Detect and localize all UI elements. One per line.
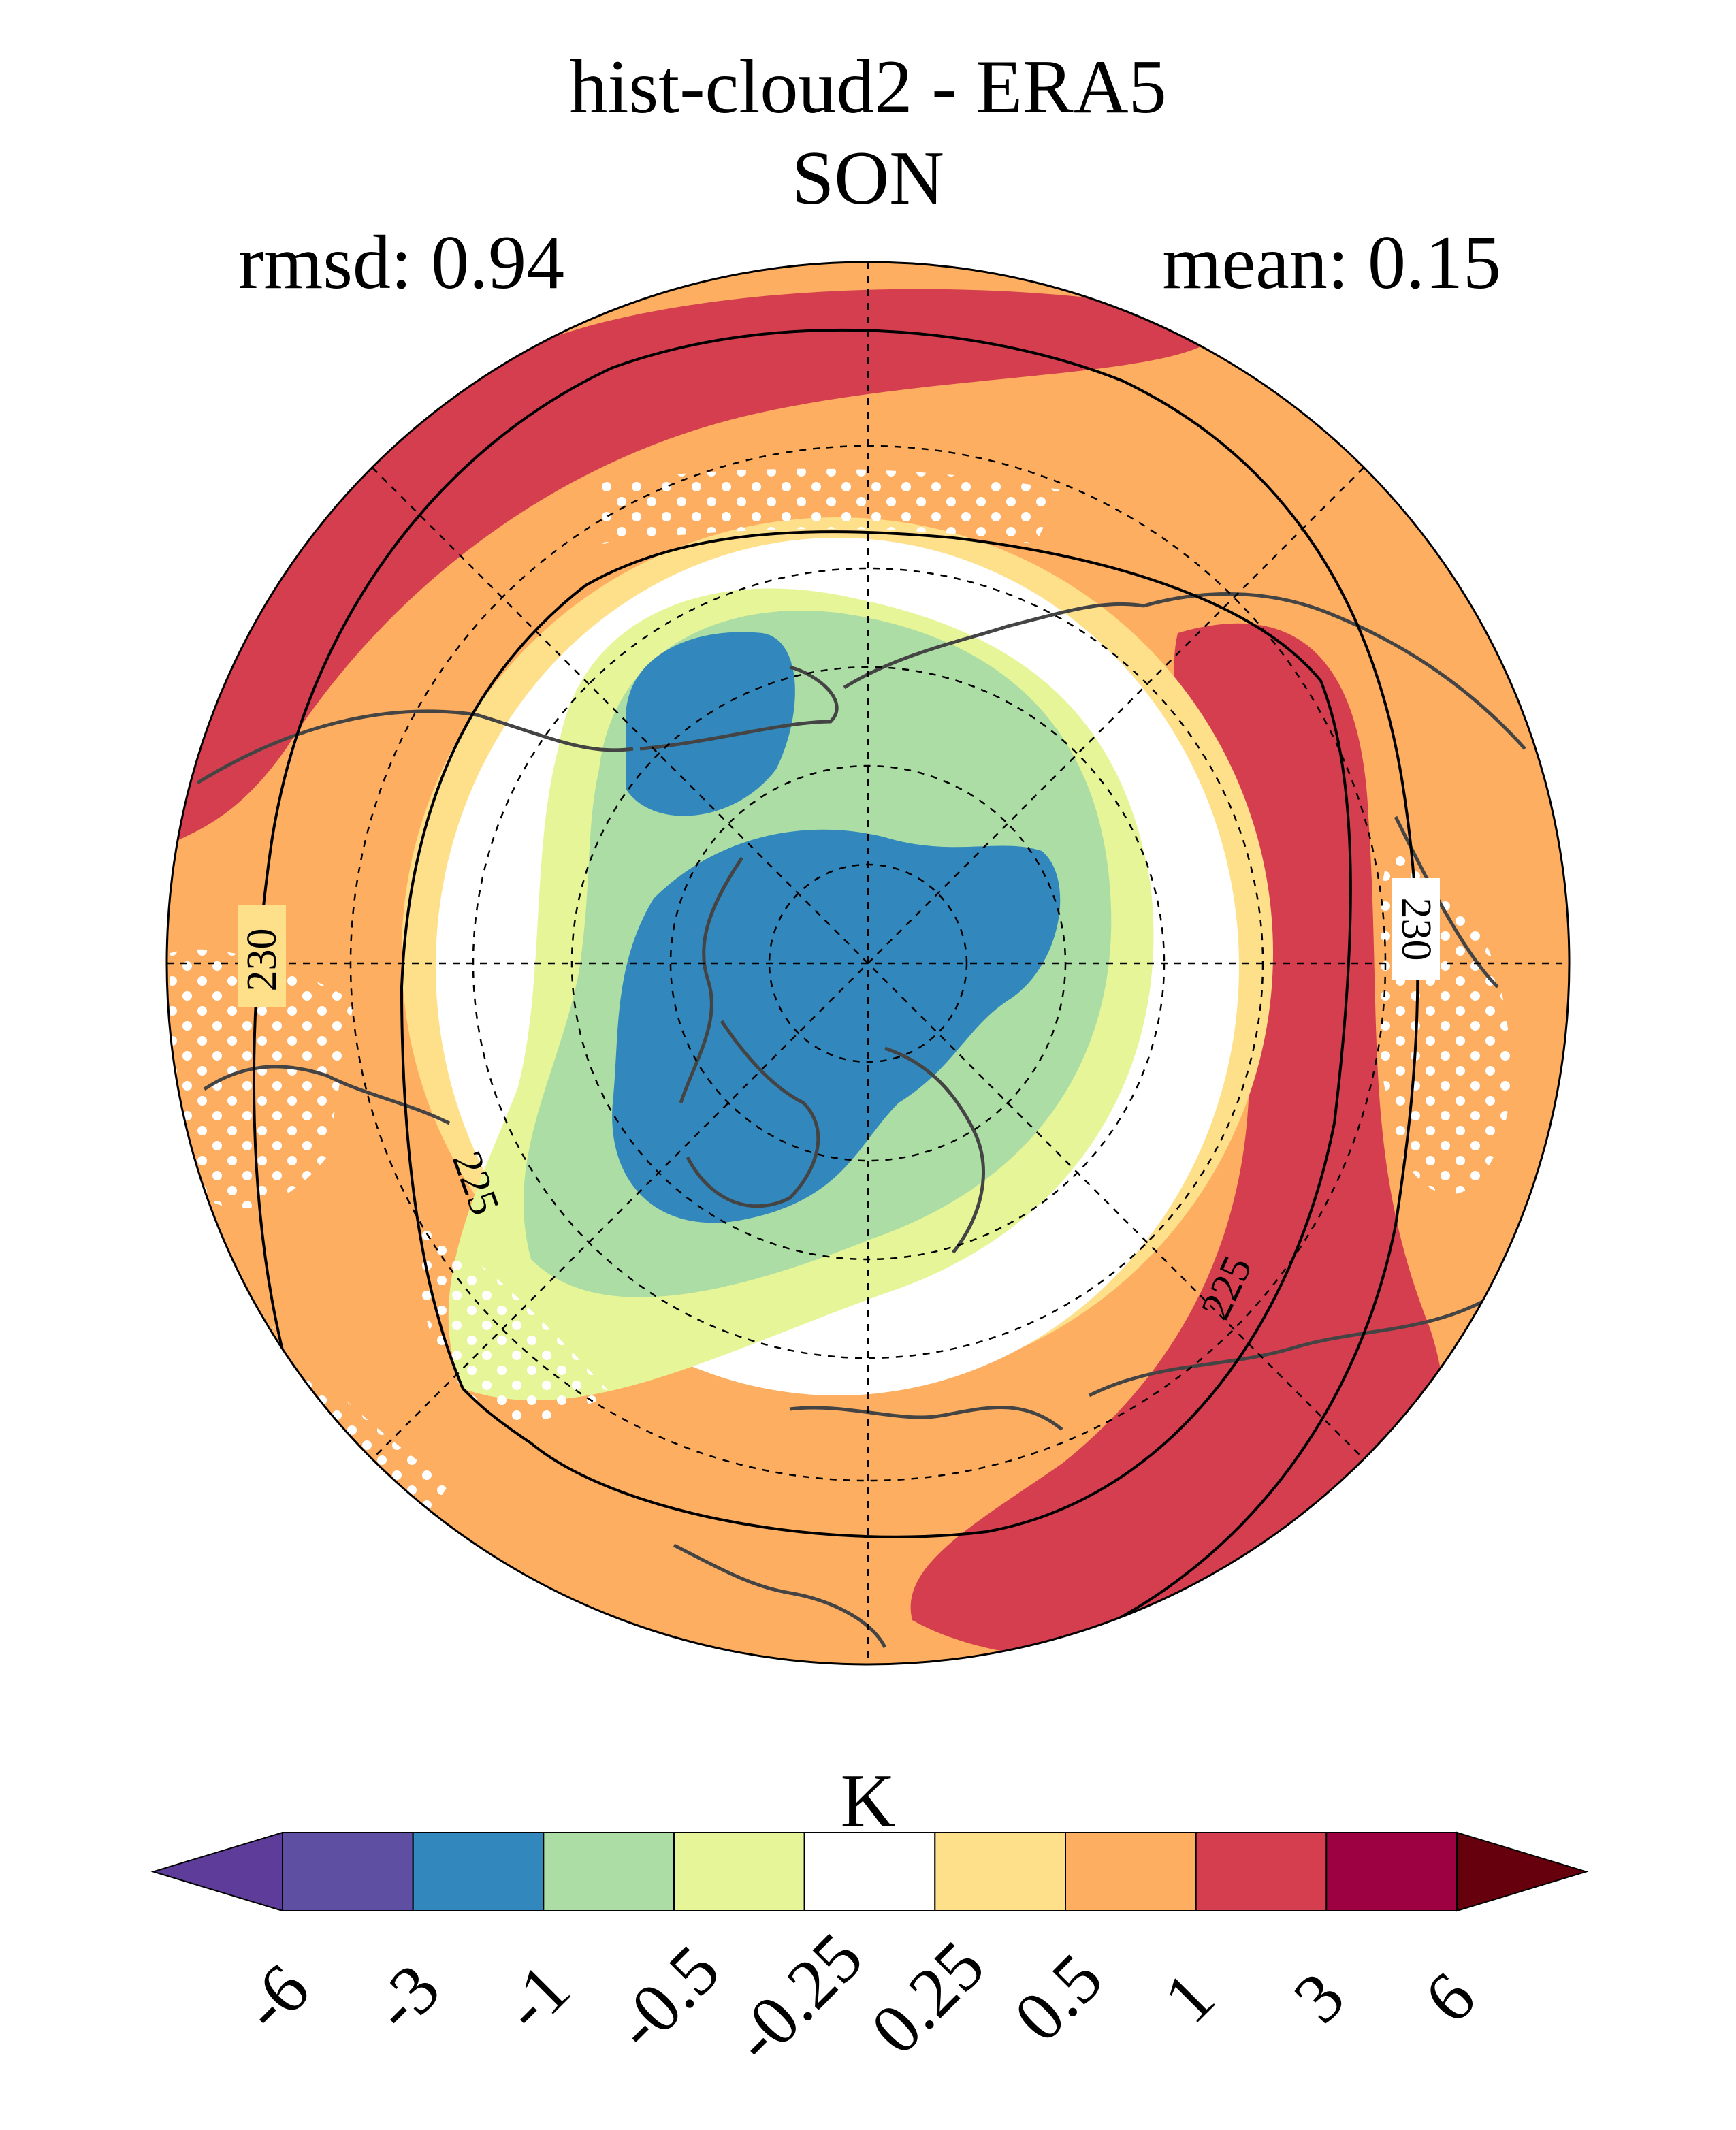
coastline-asia-south (1088, 1291, 1499, 1398)
significance-stipple (419, 1225, 613, 1430)
field-warm-band-east (910, 623, 1446, 1660)
contour-label-230-west: 230 (239, 929, 285, 992)
anomaly-field: 230 230 225 225 (167, 262, 1569, 1664)
figure-title: hist-cloud2 - ERA5 (569, 45, 1167, 129)
coastline-arctic (639, 665, 839, 751)
graticule (167, 262, 1569, 1664)
rmsd-label: rmsd: 0.94 (238, 221, 565, 305)
contour-230 (253, 328, 1419, 1664)
map-boundary (165, 261, 1571, 1666)
coastline-alaska (843, 602, 1144, 690)
colorbar-box (1325, 1832, 1458, 1911)
colorbar-box (673, 1832, 805, 1911)
mean-label: mean: 0.15 (1162, 221, 1501, 305)
coastline-archipelago (679, 856, 744, 1103)
contour-label-230-east: 230 (1393, 898, 1439, 961)
field-strong-negative-lobe (626, 632, 795, 816)
coastline-europe (789, 1406, 1063, 1431)
coastline-siberia (196, 709, 634, 785)
colorbar-extend-low (150, 1831, 283, 1912)
coastline-scandinavia (884, 1046, 985, 1254)
colorbar-unit: K (840, 1759, 896, 1843)
coastlines (196, 592, 1526, 1649)
colorbar-box (1195, 1832, 1328, 1911)
colorbar-box (1065, 1832, 1197, 1911)
colorbar-extend-high (1456, 1831, 1589, 1912)
coastline-africa (673, 1543, 887, 1649)
meridian (372, 467, 1364, 1459)
significance-stipple (170, 949, 354, 1208)
significance-stipple (599, 468, 1062, 545)
contour-label-bg (1392, 878, 1440, 980)
climatology-contours (253, 328, 1419, 1664)
colorbar-box (543, 1832, 675, 1911)
colorbar-box (934, 1832, 1067, 1911)
colorbar-box (803, 1832, 936, 1911)
field-warm-band-north (170, 289, 1225, 844)
contour-label-bg (238, 905, 286, 1007)
colorbar-box (282, 1832, 414, 1911)
colorbar-box (412, 1832, 545, 1911)
field-strong-negative-core (612, 829, 1061, 1223)
contour-225 (400, 530, 1352, 1538)
season-label: SON (791, 136, 945, 221)
coastline-hudson (1394, 816, 1499, 988)
coastline-pacific (203, 1065, 451, 1125)
coastline-greenland (686, 1020, 820, 1208)
